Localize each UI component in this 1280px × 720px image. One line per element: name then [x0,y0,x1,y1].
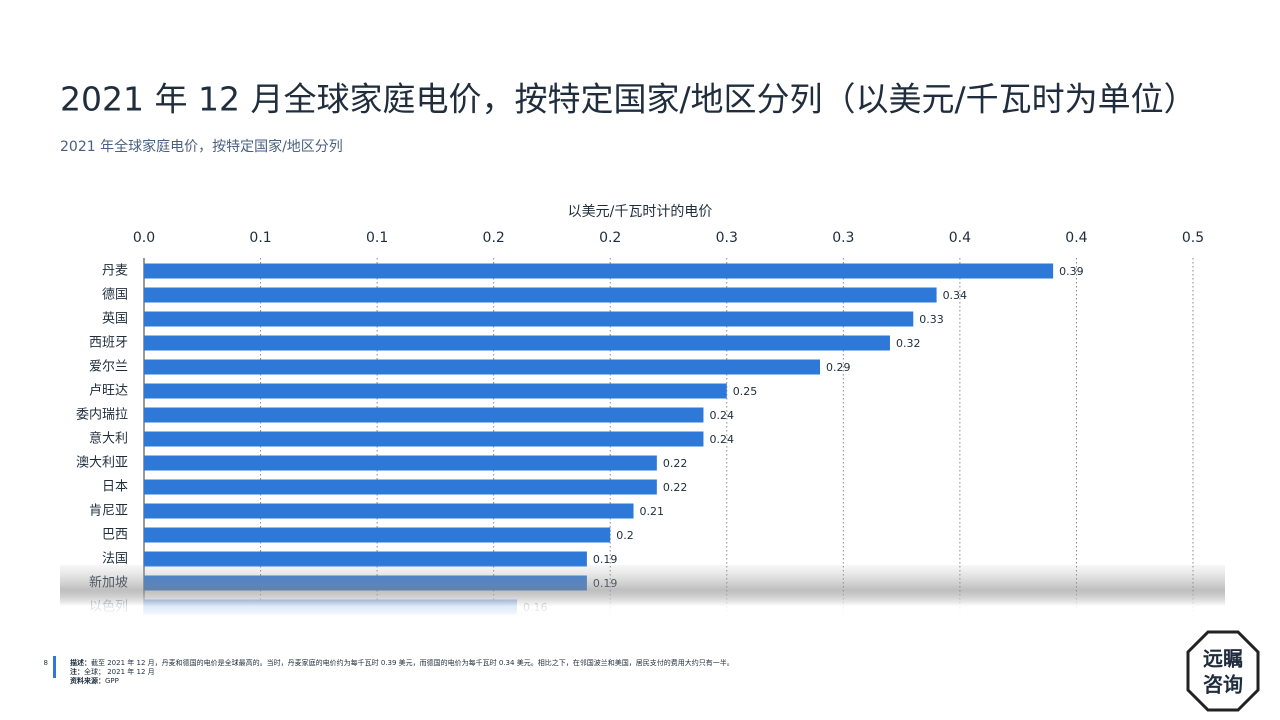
source-label: 资料来源： [70,676,105,685]
bar [144,359,821,375]
data-label: 0.34 [943,289,968,302]
bar [144,527,611,543]
data-label: 0.22 [663,481,688,494]
y-tick-label: 丹麦 [102,264,128,279]
bar [144,311,914,327]
description-text: 截至 2021 年 12 月，丹麦和德国的电价是全球最高的。当时，丹麦家庭的电价… [91,658,734,667]
data-label: 0.32 [896,337,921,350]
logo-frame [1186,630,1260,712]
y-tick-label: 日本 [102,480,128,495]
subtitle: 2021 年全球家庭电价，按特定国家/地区分列 [60,138,343,155]
y-tick-label: 英国 [102,312,128,327]
data-label: 0.29 [826,361,851,374]
data-label: 0.33 [919,313,944,326]
data-label: 0.25 [733,385,758,398]
y-tick-label: 西班牙 [89,336,128,351]
data-label: 0.22 [663,457,688,470]
y-tick-label: 巴西 [102,528,128,543]
x-axis-label: 以美元/千瓦时计的电价 [568,204,713,220]
logo-line1: 远瞩 [1203,647,1243,671]
y-tick-label: 法国 [102,552,128,567]
bar [144,551,587,567]
page-number: 8 [44,659,48,667]
y-tick-label: 意大利 [89,431,128,447]
x-tick-label: 0.4 [949,230,971,246]
title: 2021 年 12 月全球家庭电价，按特定国家/地区分列（以美元/千瓦时为单位） [60,80,1197,119]
bar [144,407,704,423]
y-tick-label: 肯尼亚 [89,504,128,519]
x-tick-label: 0.2 [483,230,505,246]
data-label: 0.24 [709,433,734,446]
bar [144,383,727,399]
description: 描述：截至 2021 年 12 月，丹麦和德国的电价是全球最高的。当时，丹麦家庭… [70,658,734,667]
data-label: 0.39 [1059,265,1084,278]
bar [144,455,657,471]
x-tick-label: 0.1 [366,230,388,246]
bar [144,335,890,351]
data-label: 0.24 [709,409,734,422]
x-tick-label: 0.4 [1065,230,1087,246]
logo-line2: 咨询 [1203,673,1243,697]
data-label: 0.19 [593,553,618,566]
y-tick-label: 德国 [102,288,128,303]
data-label: 0.21 [640,505,665,518]
x-tick-label: 0.2 [599,230,621,246]
x-tick-label: 0.3 [716,230,738,246]
footer-bar [53,656,56,678]
bar [144,287,937,303]
source-text: GPP [105,677,119,685]
bar [144,503,634,519]
bar [144,479,657,495]
y-tick-label: 爱尔兰 [89,360,128,375]
description-label: 描述： [70,658,91,667]
bar [144,263,1054,279]
x-tick-label: 0.1 [249,230,271,246]
x-tick-label: 0.5 [1182,230,1204,246]
data-label: 0.2 [616,529,634,542]
note-label: 注： [70,667,84,676]
bar [144,431,704,447]
y-tick-label: 澳大利亚 [76,455,128,471]
y-tick-label: 委内瑞拉 [76,407,128,423]
note: 注：全球； 2021 年 12 月 [70,667,155,676]
x-tick-label: 0.0 [133,230,155,246]
plot: 0.0 0.1 0.1 0.2 0.2 0.3 0.3 0.4 0.4 0.5 丹麦 0.39 德国 0.… [76,230,1204,615]
fade-overlay [60,565,1225,620]
source: 资料来源：GPP [70,676,119,685]
x-tick-label: 0.3 [832,230,854,246]
note-text: 全球； 2021 年 12 月 [84,667,155,676]
y-tick-label: 卢旺达 [89,383,128,399]
